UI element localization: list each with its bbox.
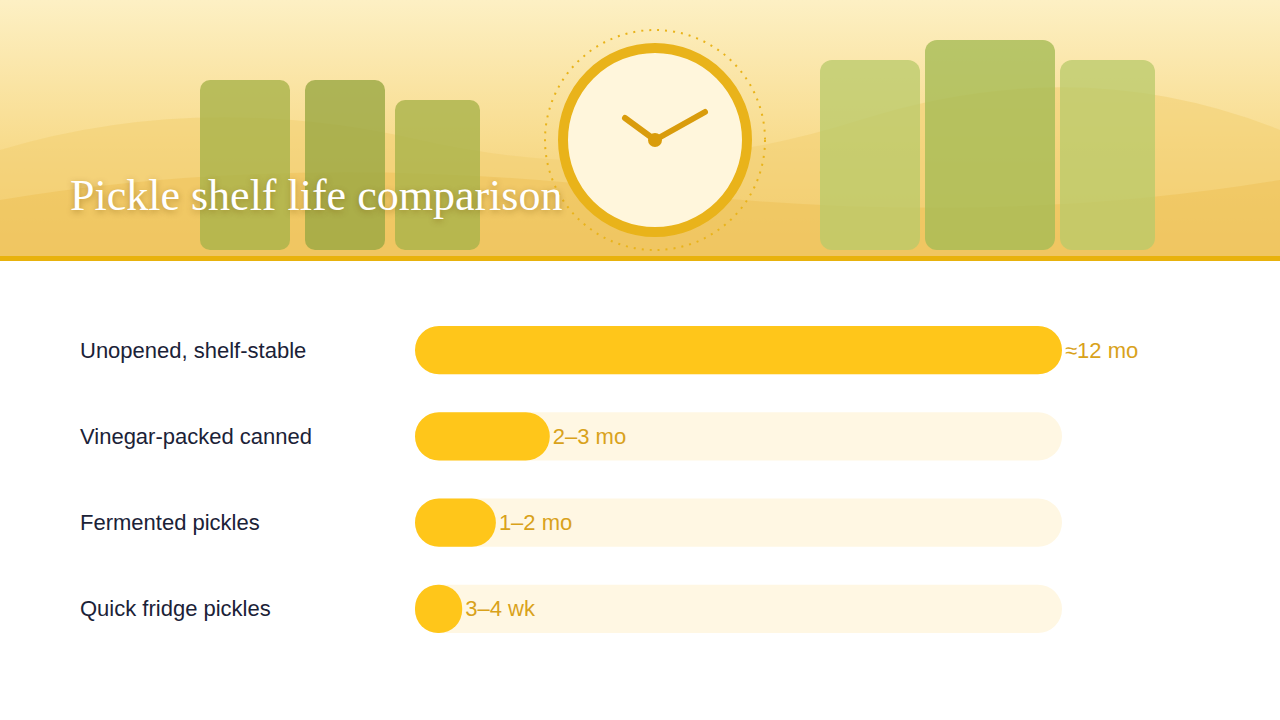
svg-text:Quick fridge pickles: Quick fridge pickles <box>80 596 271 621</box>
svg-text:Unopened, shelf-stable: Unopened, shelf-stable <box>80 338 306 363</box>
svg-text:Vinegar-packed canned: Vinegar-packed canned <box>80 424 312 449</box>
svg-text:1–2 mo: 1–2 mo <box>499 510 572 535</box>
svg-text:2–3 mo: 2–3 mo <box>553 424 626 449</box>
svg-text:3–4 wk: 3–4 wk <box>465 596 536 621</box>
html-text:Pickle shelf life comparison: Pickle shelf life comparison <box>70 171 563 220</box>
svg-text:≈12 mo: ≈12 mo <box>1065 338 1138 363</box>
svg-text:Fermented pickles: Fermented pickles <box>80 510 260 535</box>
